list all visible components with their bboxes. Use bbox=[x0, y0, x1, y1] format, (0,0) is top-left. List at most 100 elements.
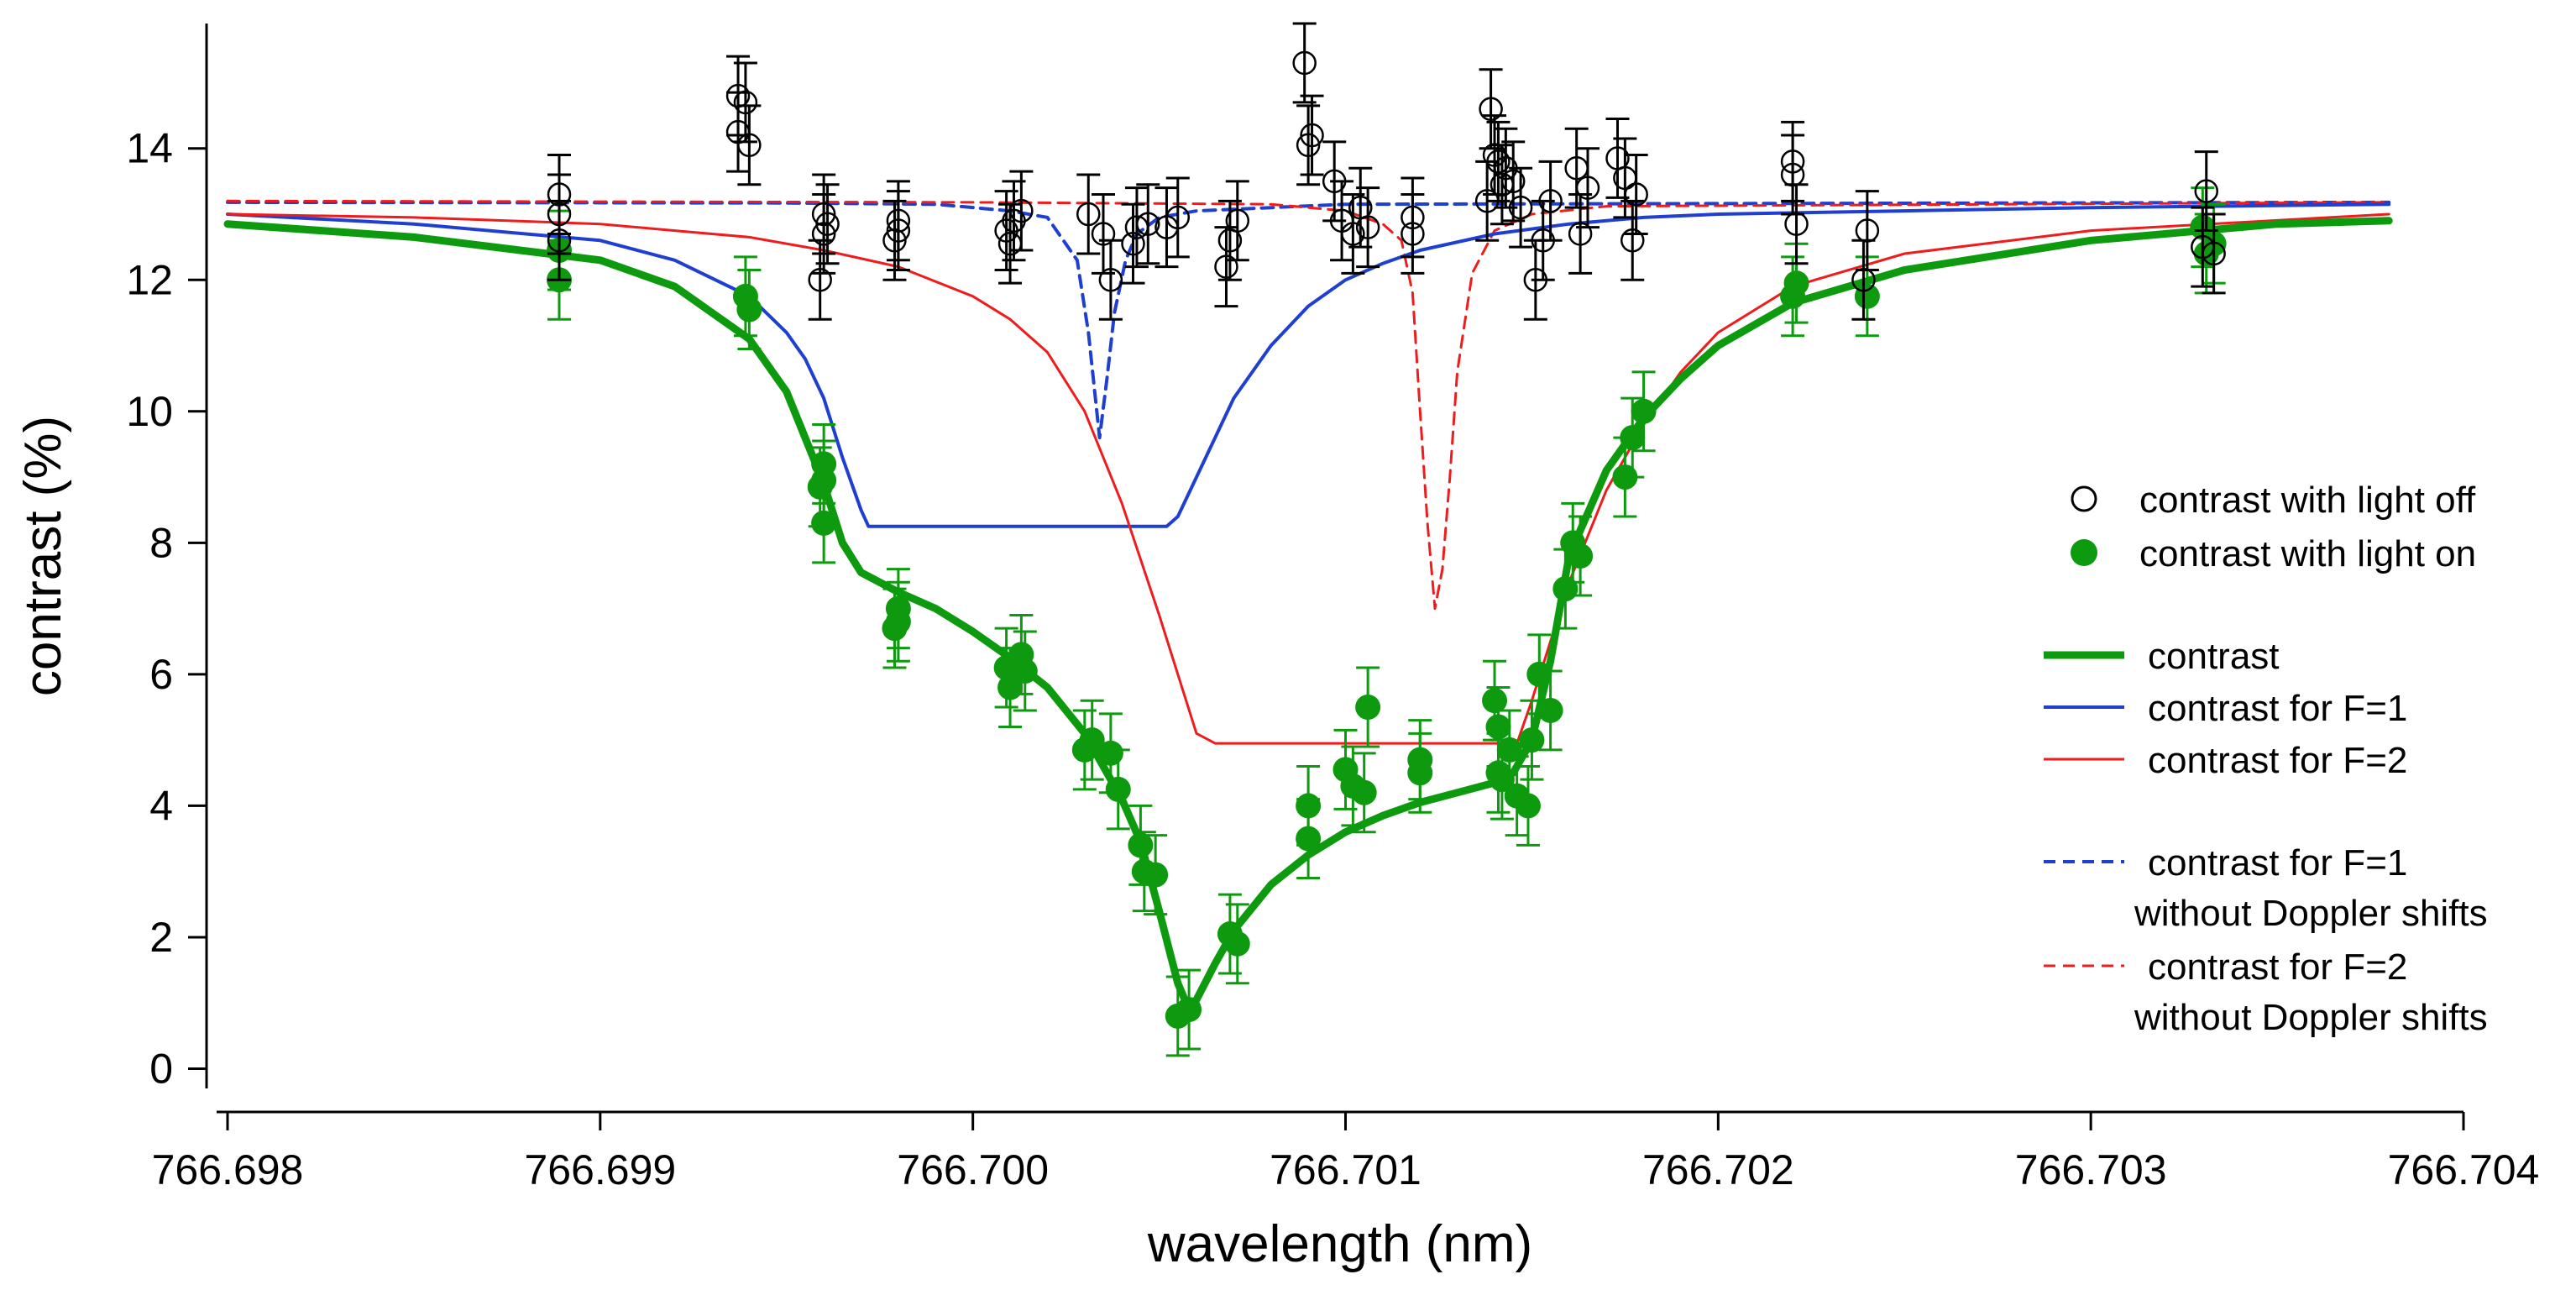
marker bbox=[807, 474, 833, 500]
marker bbox=[1479, 97, 1503, 122]
light-on-point bbox=[1296, 798, 1322, 880]
light-off-point bbox=[1479, 68, 1503, 150]
x-tick-label: 766.702 bbox=[1642, 1146, 1794, 1193]
light-off-point bbox=[1076, 173, 1101, 255]
light-off-point bbox=[1214, 226, 1238, 308]
marker bbox=[882, 228, 907, 253]
marker bbox=[1296, 133, 1321, 158]
marker bbox=[1121, 231, 1145, 256]
marker bbox=[1508, 195, 1533, 220]
marker bbox=[1851, 268, 1876, 292]
light-on-point bbox=[1515, 764, 1541, 847]
light-on-point bbox=[732, 255, 758, 338]
curve-contrast bbox=[223, 217, 2393, 1014]
marker bbox=[1097, 740, 1123, 766]
y-tick-label: 2 bbox=[149, 914, 173, 961]
marker bbox=[1401, 222, 1425, 246]
legend-label-f1nd-line2: without Doppler shifts bbox=[2134, 893, 2488, 934]
light-off-point bbox=[1851, 239, 1876, 321]
light-off-point bbox=[1098, 239, 1123, 321]
curve-f2-no-doppler bbox=[226, 199, 2390, 611]
marker bbox=[1128, 832, 1154, 858]
marker bbox=[1105, 776, 1131, 802]
plot-curves bbox=[223, 199, 2393, 1014]
marker bbox=[1552, 576, 1579, 602]
marker bbox=[1214, 254, 1238, 279]
marker bbox=[1176, 997, 1202, 1023]
marker bbox=[1515, 793, 1541, 819]
light-off-point bbox=[1355, 186, 1380, 269]
light-on-point bbox=[1079, 699, 1105, 781]
marker bbox=[811, 510, 837, 536]
marker bbox=[1091, 222, 1116, 246]
marker bbox=[1783, 270, 1809, 296]
light-on-point bbox=[1537, 669, 1563, 752]
y-tick-label: 0 bbox=[149, 1046, 173, 1093]
light-off-point bbox=[1401, 193, 1425, 275]
legend-label-f1: contrast for F=1 bbox=[2148, 688, 2407, 729]
light-off-point bbox=[1575, 147, 1600, 229]
x-tick-label: 766.698 bbox=[152, 1146, 304, 1193]
light-on-point bbox=[1143, 834, 1169, 916]
marker bbox=[736, 296, 762, 322]
marker bbox=[1537, 697, 1563, 723]
y-tick-label: 4 bbox=[149, 782, 173, 829]
marker bbox=[882, 616, 908, 642]
light-on-point bbox=[1355, 666, 1381, 748]
marker bbox=[1009, 198, 1034, 223]
light-off-point bbox=[2191, 206, 2215, 288]
legend-label-f1nd: contrast for F=1 bbox=[2148, 842, 2407, 884]
light-on-point bbox=[811, 482, 837, 564]
curve-f2 bbox=[226, 212, 2390, 745]
legend-symbol-on bbox=[2071, 539, 2097, 566]
marker bbox=[1620, 228, 1645, 253]
light-on-point bbox=[1631, 370, 1657, 453]
light-off-point bbox=[1300, 94, 1324, 176]
light-on-point bbox=[736, 269, 762, 350]
marker bbox=[1079, 727, 1105, 753]
light-on-point bbox=[882, 587, 908, 669]
light-off-point bbox=[1165, 176, 1191, 259]
x-tick-label: 766.703 bbox=[2015, 1146, 2167, 1193]
marker bbox=[1355, 215, 1380, 239]
marker bbox=[1526, 661, 1552, 687]
marker bbox=[1341, 222, 1365, 246]
light-on-point bbox=[1620, 396, 1646, 479]
light-off-point bbox=[1136, 183, 1160, 265]
light-on-point bbox=[1780, 255, 1806, 338]
marker bbox=[1136, 212, 1160, 236]
y-tick-label: 8 bbox=[149, 519, 173, 566]
marker bbox=[1076, 202, 1101, 227]
legend: contrast with light off contrast with li… bbox=[2044, 480, 2488, 1038]
light-off-point bbox=[1538, 160, 1563, 242]
marker bbox=[1631, 398, 1657, 424]
marker bbox=[1351, 779, 1377, 805]
marker bbox=[1012, 658, 1038, 684]
marker bbox=[1225, 208, 1250, 233]
legend-label-off: contrast with light off bbox=[2139, 480, 2476, 521]
light-off-point bbox=[737, 104, 762, 186]
marker bbox=[1355, 695, 1381, 721]
marker bbox=[886, 218, 911, 243]
marker bbox=[1165, 205, 1191, 230]
marker bbox=[1143, 862, 1169, 888]
light-off-point bbox=[547, 173, 572, 255]
marker bbox=[1224, 931, 1250, 957]
legend-label-f2: contrast for F=2 bbox=[2148, 740, 2407, 781]
marker bbox=[1496, 737, 1522, 763]
marker bbox=[1624, 182, 1648, 207]
marker bbox=[1620, 425, 1646, 451]
y-tick-label: 6 bbox=[149, 651, 173, 698]
marker bbox=[815, 212, 840, 236]
light-off-point bbox=[2202, 212, 2226, 295]
light-on-point bbox=[1568, 515, 1594, 597]
marker bbox=[1784, 212, 1809, 236]
light-off-point bbox=[1784, 183, 1809, 265]
marker bbox=[1519, 727, 1545, 753]
marker bbox=[1486, 149, 1511, 174]
marker bbox=[1568, 543, 1594, 569]
light-off-point bbox=[886, 190, 911, 272]
marker bbox=[1854, 283, 1880, 309]
marker bbox=[1500, 169, 1526, 194]
marker bbox=[1300, 123, 1324, 148]
